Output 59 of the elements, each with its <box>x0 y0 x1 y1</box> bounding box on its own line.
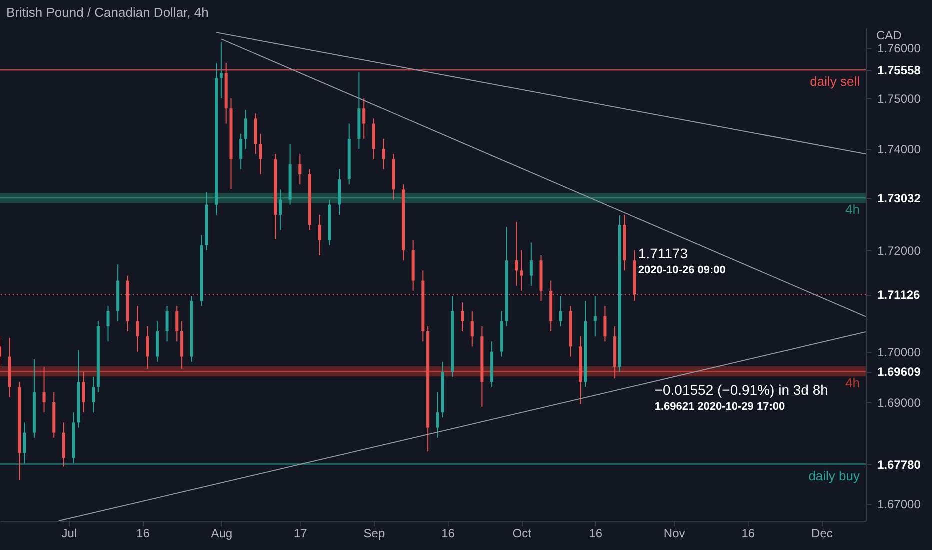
x-tick-label: Oct <box>512 526 532 540</box>
y-axis-title: CAD <box>876 28 902 42</box>
x-tick-label: Aug <box>211 526 233 540</box>
candlestick <box>92 376 95 414</box>
candlestick <box>515 222 518 286</box>
candlestick <box>176 306 179 342</box>
y-tick-label: 1.69609 <box>878 365 922 380</box>
y-tick-label: 1.72000 <box>878 244 922 258</box>
candlestick <box>82 372 86 414</box>
annotation: 1.71173 <box>638 245 688 262</box>
candlestick <box>42 366 46 414</box>
candlestick <box>362 98 366 140</box>
x-tick-label: Jul <box>62 526 78 540</box>
candlestick <box>594 296 597 338</box>
x-tick-label: 16 <box>136 526 150 540</box>
y-tick-label: 1.69000 <box>878 396 922 410</box>
candlestick <box>106 306 110 342</box>
x-tick-label: Sep <box>364 526 386 540</box>
candlestick <box>259 133 262 175</box>
x-tick-label: 16 <box>442 526 456 540</box>
candlestick <box>461 302 464 332</box>
candlestick <box>559 296 562 327</box>
ref-line-label: 4h <box>846 376 860 391</box>
candlestick <box>530 242 533 286</box>
y-tick-label: 1.67000 <box>878 497 922 512</box>
x-tick-label: 16 <box>742 526 756 540</box>
y-tick-label: 1.71126 <box>878 288 921 302</box>
annotation: 2020-10-26 09:00 <box>638 264 726 276</box>
y-tick-label: 1.75558 <box>878 64 922 78</box>
y-tick-label: 1.75000 <box>878 92 922 106</box>
candlestick <box>470 310 474 348</box>
y-tick-label: 1.67780 <box>878 458 922 472</box>
candlestick <box>220 42 223 99</box>
y-tick-label: 1.76000 <box>878 41 922 56</box>
candlestick <box>436 392 440 438</box>
y-tick-label: 1.74000 <box>878 142 922 157</box>
candlestick <box>278 189 282 231</box>
x-tick-label: 16 <box>589 526 603 540</box>
x-tick-label: Dec <box>812 526 833 540</box>
ref-line-label: daily sell <box>810 74 860 90</box>
chart-title: British Pound / Canadian Dollar, 4h <box>6 5 209 20</box>
x-tick-label: 17 <box>294 526 308 540</box>
x-tick-label: Nov <box>664 526 686 540</box>
candlestick <box>604 306 607 342</box>
annotation: 1.69621 2020-10-29 17:00 <box>654 400 786 413</box>
candlestick <box>520 250 524 292</box>
candlestick <box>146 326 150 370</box>
candlestick <box>244 110 248 150</box>
candlestick <box>318 214 322 256</box>
ref-line-label: 4h <box>846 202 860 218</box>
candlestick <box>298 154 302 186</box>
candlestick <box>166 306 169 342</box>
annotation: −0.01552 (−0.91%) in 3d 8h <box>654 382 828 398</box>
candlestick <box>382 138 386 170</box>
y-tick-label: 1.73032 <box>878 192 922 206</box>
ref-line-label: daily buy <box>808 468 860 484</box>
candlestick <box>240 133 243 170</box>
y-tick-label: 1.70000 <box>878 345 922 360</box>
candlestick <box>136 306 140 352</box>
